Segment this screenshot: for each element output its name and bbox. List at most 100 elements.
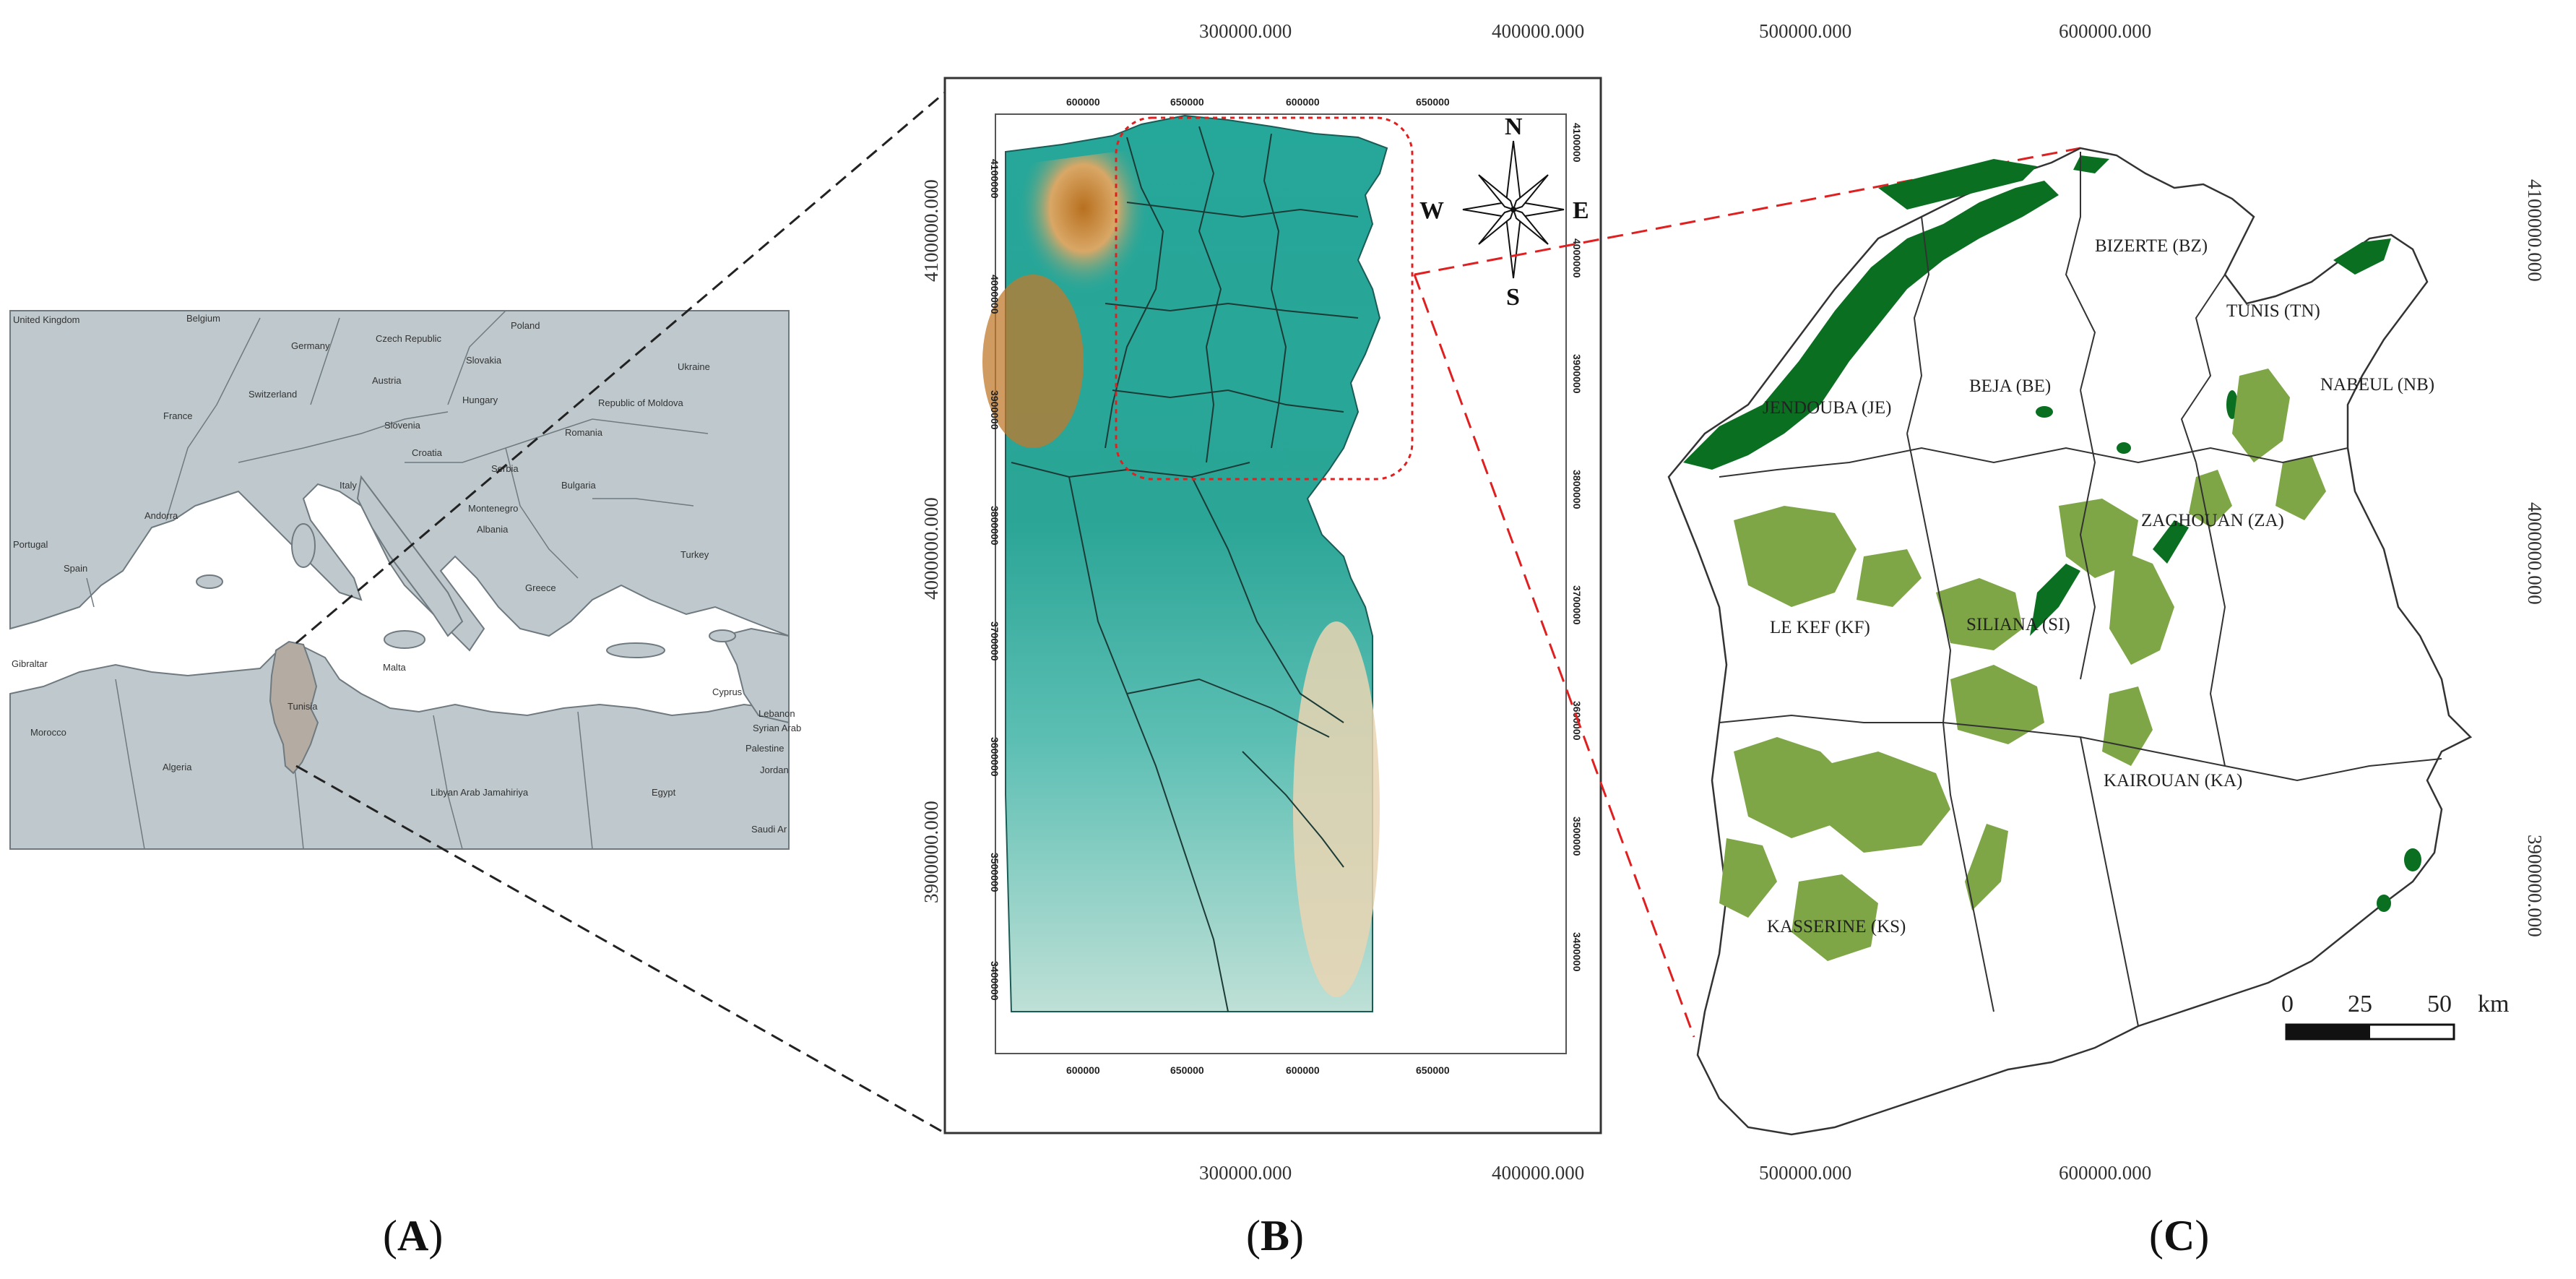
inner-bottom-tick: 650000 — [1170, 1064, 1204, 1076]
country-label: Cyprus — [712, 686, 743, 697]
inner-right-tick: 3700000 — [1571, 585, 1583, 625]
inner-top-tick: 600000 — [1286, 96, 1320, 108]
connector-lines-a-b — [295, 91, 946, 1134]
compass-north: N — [1505, 113, 1523, 140]
scale-label-0: 0 — [2281, 991, 2294, 1017]
compass-south: S — [1506, 284, 1520, 311]
inner-left-tick: 3800000 — [989, 506, 1000, 546]
country-label: Lebanon — [758, 708, 795, 719]
country-label: Andorra — [144, 510, 178, 521]
levant-landmass — [721, 627, 790, 724]
region-label-beja: BEJA (BE) — [1969, 376, 2051, 396]
country-labels: United Kingdom Belgium Germany Poland Cz… — [12, 313, 801, 835]
region-label-le-kef: LE KEF (KF) — [1770, 618, 1870, 637]
country-label: Czech Republic — [376, 333, 442, 344]
italy-peninsula — [356, 475, 464, 637]
panel-letter-c: C — [2164, 1212, 2195, 1259]
country-label: Malta — [383, 662, 407, 673]
high-elevation — [982, 275, 1084, 448]
scale-label-50: 50 — [2427, 991, 2452, 1017]
country-label: Germany — [291, 340, 330, 351]
country-label: Albania — [477, 524, 509, 535]
right-y-label-c: 3900000.000 — [2524, 835, 2546, 937]
region-label-siliana: SILIANA (SI) — [1966, 615, 2070, 634]
inner-left-tick: 3900000 — [989, 390, 1000, 430]
inner-left-tick: 4000000 — [989, 275, 1000, 314]
cyprus-island — [709, 629, 736, 642]
inner-left-tick: 3600000 — [989, 737, 1000, 777]
panel-c-map: BIZERTE (BZ) TUNIS (TN) NABEUL (NB) JEND… — [1667, 20, 2546, 1184]
country-label: Bulgaria — [561, 480, 596, 491]
region-label-zaghouan: ZAGHOUAN (ZA) — [2141, 511, 2284, 530]
country-label: Switzerland — [248, 389, 297, 400]
right-y-label-c: 4000000.000 — [2524, 502, 2546, 605]
top-x-label-c: 600000.000 — [2059, 20, 2151, 42]
bottom-x-label: 400000.000 — [1492, 1162, 1584, 1184]
country-label: Portugal — [13, 539, 48, 550]
region-label-bizerte: BIZERTE (BZ) — [2095, 236, 2208, 256]
country-borders — [86, 310, 709, 850]
inner-left-tick: 3400000 — [989, 961, 1000, 1001]
inner-right-tick: 3900000 — [1571, 354, 1583, 394]
country-label: Belgium — [186, 313, 220, 324]
country-label: Jordan — [760, 765, 789, 775]
left-y-label: 4000000.000 — [920, 497, 942, 600]
left-y-label: 4100000.000 — [920, 179, 942, 282]
inner-top-tick: 650000 — [1170, 96, 1204, 108]
country-label: United Kingdom — [13, 314, 80, 325]
country-label: Austria — [372, 375, 402, 386]
panel-b-map: N S E W 300000.000 400000.000 300000.000… — [920, 20, 1602, 1184]
region-label-nabeul: NABEUL (NB) — [2320, 375, 2434, 395]
top-x-label-c: 500000.000 — [1759, 20, 1851, 42]
inner-left-tick: 4100000 — [989, 159, 1000, 199]
country-label: Spain — [64, 563, 87, 574]
panel-letter-a: A — [397, 1212, 428, 1259]
region-label-tunis: TUNIS (TN) — [2226, 301, 2320, 321]
scale-bar-filled — [2286, 1025, 2370, 1039]
panel-label-c: (C) — [2149, 1212, 2209, 1259]
bottom-x-label-c: 500000.000 — [1759, 1162, 1851, 1184]
panel-a-map: United Kingdom Belgium Germany Poland Cz… — [9, 310, 801, 850]
balearic-island — [196, 574, 223, 589]
bottom-x-label: 300000.000 — [1199, 1162, 1292, 1184]
north-arrow-compass: N S E W — [1419, 113, 1589, 311]
governorate-boundaries-c — [1719, 152, 2442, 1027]
country-label: Italy — [340, 480, 357, 491]
sardinia-island — [291, 523, 316, 568]
country-label: France — [163, 410, 192, 421]
inner-bottom-tick: 600000 — [1066, 1064, 1100, 1076]
crete-island — [606, 642, 665, 658]
country-label: Syrian Arab — [753, 723, 801, 733]
inner-right-tick: 4100000 — [1571, 123, 1583, 163]
country-label: Croatia — [412, 447, 443, 458]
right-y-label-c: 4100000.000 — [2524, 179, 2546, 282]
panel-letter-b: B — [1261, 1212, 1289, 1259]
country-label: Romania — [565, 427, 603, 438]
country-label: Palestine — [745, 743, 784, 754]
inner-right-tick: 4000000 — [1571, 238, 1583, 278]
panel-label-a: (A) — [383, 1212, 443, 1259]
region-label-kasserine: KASSERINE (KS) — [1767, 917, 1906, 936]
sicily-island — [384, 630, 425, 649]
country-label: Slovakia — [466, 355, 502, 366]
inner-bottom-tick: 650000 — [1416, 1064, 1450, 1076]
country-label: Montenegro — [468, 503, 518, 514]
panel-label-b: (B) — [1246, 1212, 1304, 1259]
left-y-label: 3900000.000 — [920, 801, 942, 903]
country-label: Libyan Arab Jamahiriya — [431, 787, 529, 798]
scale-unit: km — [2478, 991, 2509, 1017]
region-label-kairouan: KAIROUAN (KA) — [2104, 771, 2242, 791]
country-label: Republic of Moldova — [598, 397, 684, 408]
inner-left-tick: 3500000 — [989, 853, 1000, 892]
sparse-vegetation-patches — [1719, 369, 2326, 961]
country-label: Slovenia — [384, 420, 421, 431]
bottom-x-label-c: 600000.000 — [2059, 1162, 2151, 1184]
region-label-jendouba: JENDOUBA (JE) — [1763, 398, 1891, 418]
inner-top-tick: 650000 — [1416, 96, 1450, 108]
compass-east: E — [1573, 197, 1589, 224]
compass-west: W — [1419, 197, 1444, 224]
europe-landmass — [9, 310, 790, 652]
low-desert — [1293, 621, 1380, 997]
inner-right-tick: 3800000 — [1571, 470, 1583, 509]
